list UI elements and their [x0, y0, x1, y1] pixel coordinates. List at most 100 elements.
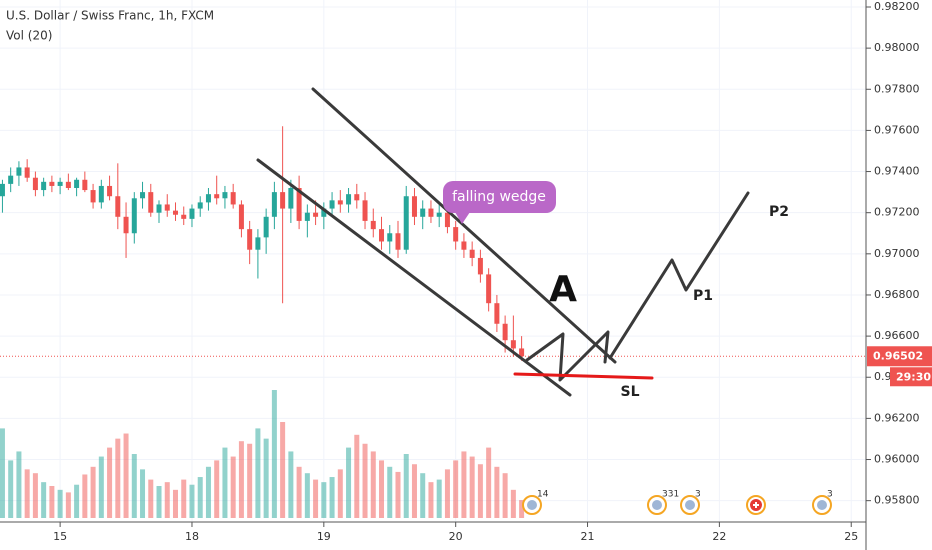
candle-body: [370, 220, 376, 230]
candle-body: [164, 204, 170, 211]
volume-bar: [32, 473, 38, 518]
drawings: [256, 87, 750, 397]
event-count: 3: [827, 490, 833, 500]
candle-body: [205, 194, 211, 203]
volume-bar: [65, 492, 71, 518]
y-tick-label: 0.96200: [874, 411, 920, 424]
volume-bar: [362, 443, 368, 518]
y-tick-label: 0.96000: [874, 453, 920, 466]
candle-body: [519, 348, 525, 357]
candle-body: [41, 181, 47, 191]
y-tick-label: 0.96800: [874, 288, 920, 301]
volume-bar: [271, 390, 277, 518]
volume-bar: [337, 469, 343, 518]
volume-bar: [403, 454, 409, 518]
countdown-label: 29:30: [896, 370, 931, 383]
last-price-label: 0.96502: [873, 349, 923, 362]
volume-bar: [131, 454, 137, 518]
candle-body: [32, 177, 38, 191]
grid: [0, 0, 866, 522]
volume-bar: [519, 500, 525, 518]
y-tick-label: 0.97400: [874, 165, 920, 178]
y-tick-label: 0.98200: [874, 0, 920, 13]
y-tick-label: 0.97800: [874, 82, 920, 95]
candle-body: [271, 192, 277, 217]
wedge-upper-line: [311, 87, 617, 364]
volume-bar: [172, 489, 178, 518]
projection: [608, 191, 750, 360]
x-tick-label: 21: [581, 530, 595, 543]
volume-bar: [461, 451, 467, 518]
volume-bar: [428, 482, 434, 518]
volume-bar: [140, 469, 146, 518]
candles: [0, 126, 525, 361]
candle-body: [189, 208, 195, 219]
volume-bar: [486, 447, 492, 518]
wedge-lower-line: [256, 158, 572, 397]
candle-body: [304, 212, 310, 221]
candle-body: [0, 183, 5, 197]
volume-bar: [321, 482, 327, 518]
candle-body: [238, 204, 244, 230]
candle-body: [486, 274, 492, 304]
target-label: P2: [769, 204, 789, 220]
volume-bar: [0, 428, 5, 518]
candle-body: [140, 192, 146, 199]
candle-body: [395, 233, 401, 250]
candle-body: [387, 233, 393, 242]
volume-bar: [164, 482, 170, 518]
y-tick-label: 0.95800: [874, 494, 920, 507]
candle-body: [115, 196, 121, 217]
volume-bar: [411, 464, 417, 518]
volume-bar: [24, 469, 30, 518]
volume-bar: [8, 460, 14, 518]
volume-bar: [148, 479, 154, 518]
candle-body: [90, 190, 96, 203]
volume-bar: [370, 451, 376, 518]
volume-bar: [230, 456, 236, 518]
candle-body: [469, 249, 475, 258]
candle-body: [420, 208, 426, 217]
y-tick-label: 0.97600: [874, 123, 920, 136]
y-tick-label: 0.98000: [874, 41, 920, 54]
volume-bar: [238, 441, 244, 518]
candle-body: [197, 202, 203, 209]
event-cross: [753, 502, 759, 508]
volume-label: Vol (20): [6, 29, 52, 43]
volume-bar: [444, 469, 450, 518]
price-axis: [866, 0, 932, 550]
candle-body: [247, 229, 253, 250]
volume-bar: [296, 466, 302, 518]
volume-bar: [115, 438, 121, 518]
candle-body: [346, 194, 352, 205]
callout: falling wedge: [443, 181, 556, 224]
volume-bar: [214, 460, 220, 518]
candle-body: [510, 340, 516, 349]
volume-bar: [90, 466, 96, 518]
candle-body: [214, 194, 220, 199]
x-tick-label: 20: [449, 530, 463, 543]
volume-bar: [477, 464, 483, 518]
event-flag: [652, 500, 662, 510]
candle-body: [337, 200, 343, 205]
volume-bar: [197, 477, 203, 518]
candle-body: [74, 179, 80, 189]
volume-bar: [469, 456, 475, 518]
volume-bar: [82, 474, 88, 518]
candle-body: [477, 257, 483, 275]
candle-body: [98, 185, 104, 203]
candle-body: [313, 212, 319, 217]
volume-bar: [288, 451, 294, 518]
candle-body: [321, 208, 327, 217]
candle-body: [131, 198, 137, 234]
callout-text: falling wedge: [452, 189, 546, 205]
candle-body: [461, 241, 467, 250]
candle-body: [222, 192, 228, 199]
x-tick-label: 22: [712, 530, 726, 543]
volume-bar: [304, 473, 310, 518]
candle-body: [57, 181, 63, 186]
volume-bar: [156, 486, 162, 518]
volume-bar: [181, 479, 187, 518]
x-tick-label: 18: [185, 530, 199, 543]
